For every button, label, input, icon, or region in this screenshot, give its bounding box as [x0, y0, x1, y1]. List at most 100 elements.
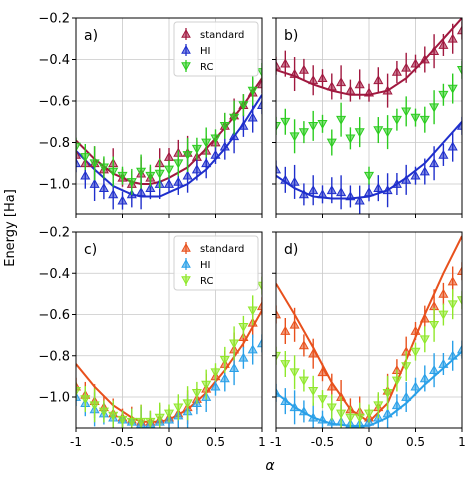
- data-point-hi: [136, 187, 147, 197]
- data-point-standard: [317, 72, 328, 83]
- data-point-hi: [373, 182, 384, 193]
- data-point-hi: [438, 149, 449, 159]
- x-tick-label: 0.5: [206, 435, 225, 449]
- data-point-rc: [401, 362, 412, 372]
- data-point-hi: [163, 178, 175, 188]
- data-point-hi: [298, 406, 309, 416]
- data-point-rc: [354, 128, 365, 138]
- data-point-hi: [336, 187, 347, 197]
- panel-a-legend: [173, 21, 259, 77]
- panel-a: −1.0 −0.8 −0.6 −0.4 −0.2 a) standard HI RC: [38, 12, 263, 218]
- data-point-hi: [229, 131, 240, 141]
- legend-marker-rc: [181, 276, 191, 286]
- legend-label-standard: standard: [200, 30, 244, 41]
- data-point-standard: [456, 265, 462, 276]
- data-point-hi: [308, 412, 319, 422]
- legend-marker-standard: [181, 28, 191, 38]
- data-point-hi: [447, 141, 458, 151]
- data-point-rc: [363, 171, 375, 181]
- data-point-hi: [326, 416, 337, 426]
- data-point-standard: [336, 77, 347, 87]
- data-point-rc: [201, 138, 212, 148]
- data-point-rc: [163, 165, 175, 175]
- data-point-hi: [410, 170, 421, 180]
- data-point-rc: [182, 151, 193, 161]
- legend-label-rc: RC: [200, 276, 213, 287]
- data-point-standard: [289, 68, 300, 78]
- data-point-rc: [391, 115, 402, 125]
- data-point-rc: [89, 401, 100, 411]
- data-point-rc: [280, 360, 291, 370]
- data-point-standard: [447, 276, 458, 286]
- data-point-hi: [247, 112, 258, 122]
- data-point-standard: [363, 87, 375, 97]
- data-point-standard: [280, 58, 291, 68]
- data-point-rc: [410, 347, 421, 357]
- data-point-standard: [410, 325, 421, 335]
- data-point-rc: [298, 376, 309, 386]
- panel-a-label: a): [84, 28, 98, 44]
- y-tick-label: −0.6: [38, 308, 70, 323]
- data-point-rc: [80, 153, 91, 163]
- data-point-standard: [401, 62, 412, 72]
- data-point-rc: [145, 417, 156, 427]
- data-point-rc: [298, 128, 309, 138]
- data-point-rc: [219, 356, 230, 366]
- data-point-hi: [289, 176, 300, 186]
- data-point-rc: [191, 389, 202, 399]
- data-point-standard: [354, 79, 365, 89]
- panel-d-plot-area: [276, 235, 462, 428]
- data-point-rc: [447, 84, 458, 94]
- data-point-rc: [345, 413, 356, 423]
- data-point-rc: [317, 395, 328, 405]
- data-point-rc: [373, 126, 384, 136]
- data-point-rc: [382, 389, 393, 399]
- data-point-rc: [76, 386, 82, 397]
- y-tick-label: −0.4: [38, 53, 70, 68]
- data-point-rc: [317, 119, 328, 130]
- data-point-standard: [256, 79, 262, 89]
- y-tick-label: −1.0: [38, 178, 70, 193]
- data-point-hi: [117, 195, 128, 205]
- data-point-hi: [447, 350, 458, 360]
- data-point-standard: [308, 348, 319, 358]
- data-point-hi: [210, 149, 221, 159]
- legend-marker-standard: [181, 242, 191, 252]
- data-point-rc: [108, 411, 119, 421]
- data-point-standard: [373, 75, 384, 85]
- panel-d: -1 -0.5 0 0.5 1 d): [270, 231, 466, 449]
- data-point-hi: [401, 391, 412, 401]
- data-point-rc: [126, 178, 137, 188]
- data-point-hi: [298, 189, 309, 199]
- data-point-hi: [173, 176, 184, 186]
- data-point-rc: [373, 401, 384, 411]
- legend-label-standard: standard: [200, 244, 244, 255]
- x-tick-label: -1: [270, 435, 282, 449]
- data-point-hi: [280, 395, 291, 405]
- data-point-standard: [391, 66, 402, 76]
- data-point-standard: [419, 313, 430, 323]
- data-point-rc: [419, 335, 430, 345]
- data-point-standard: [456, 25, 462, 35]
- data-point-hi: [76, 391, 82, 401]
- x-tick-label: 0.5: [406, 435, 425, 449]
- data-point-rc: [276, 351, 282, 361]
- data-point-hi: [108, 189, 119, 199]
- data-point-rc: [336, 409, 347, 419]
- data-point-hi: [276, 164, 282, 174]
- data-point-rc: [289, 132, 300, 142]
- data-point-hi: [326, 184, 337, 195]
- data-point-rc: [308, 386, 319, 397]
- data-point-standard: [280, 325, 291, 335]
- data-point-rc: [98, 407, 109, 417]
- x-axis-label: α: [265, 458, 275, 474]
- data-point-rc: [136, 417, 147, 427]
- data-point-standard: [326, 81, 337, 91]
- data-point-rc: [210, 368, 221, 378]
- data-point-rc: [447, 300, 458, 310]
- data-point-standard: [419, 54, 430, 64]
- data-point-hi: [429, 158, 440, 168]
- data-point-hi: [382, 408, 393, 418]
- data-point-rc: [201, 380, 212, 390]
- data-point-rc: [247, 306, 258, 316]
